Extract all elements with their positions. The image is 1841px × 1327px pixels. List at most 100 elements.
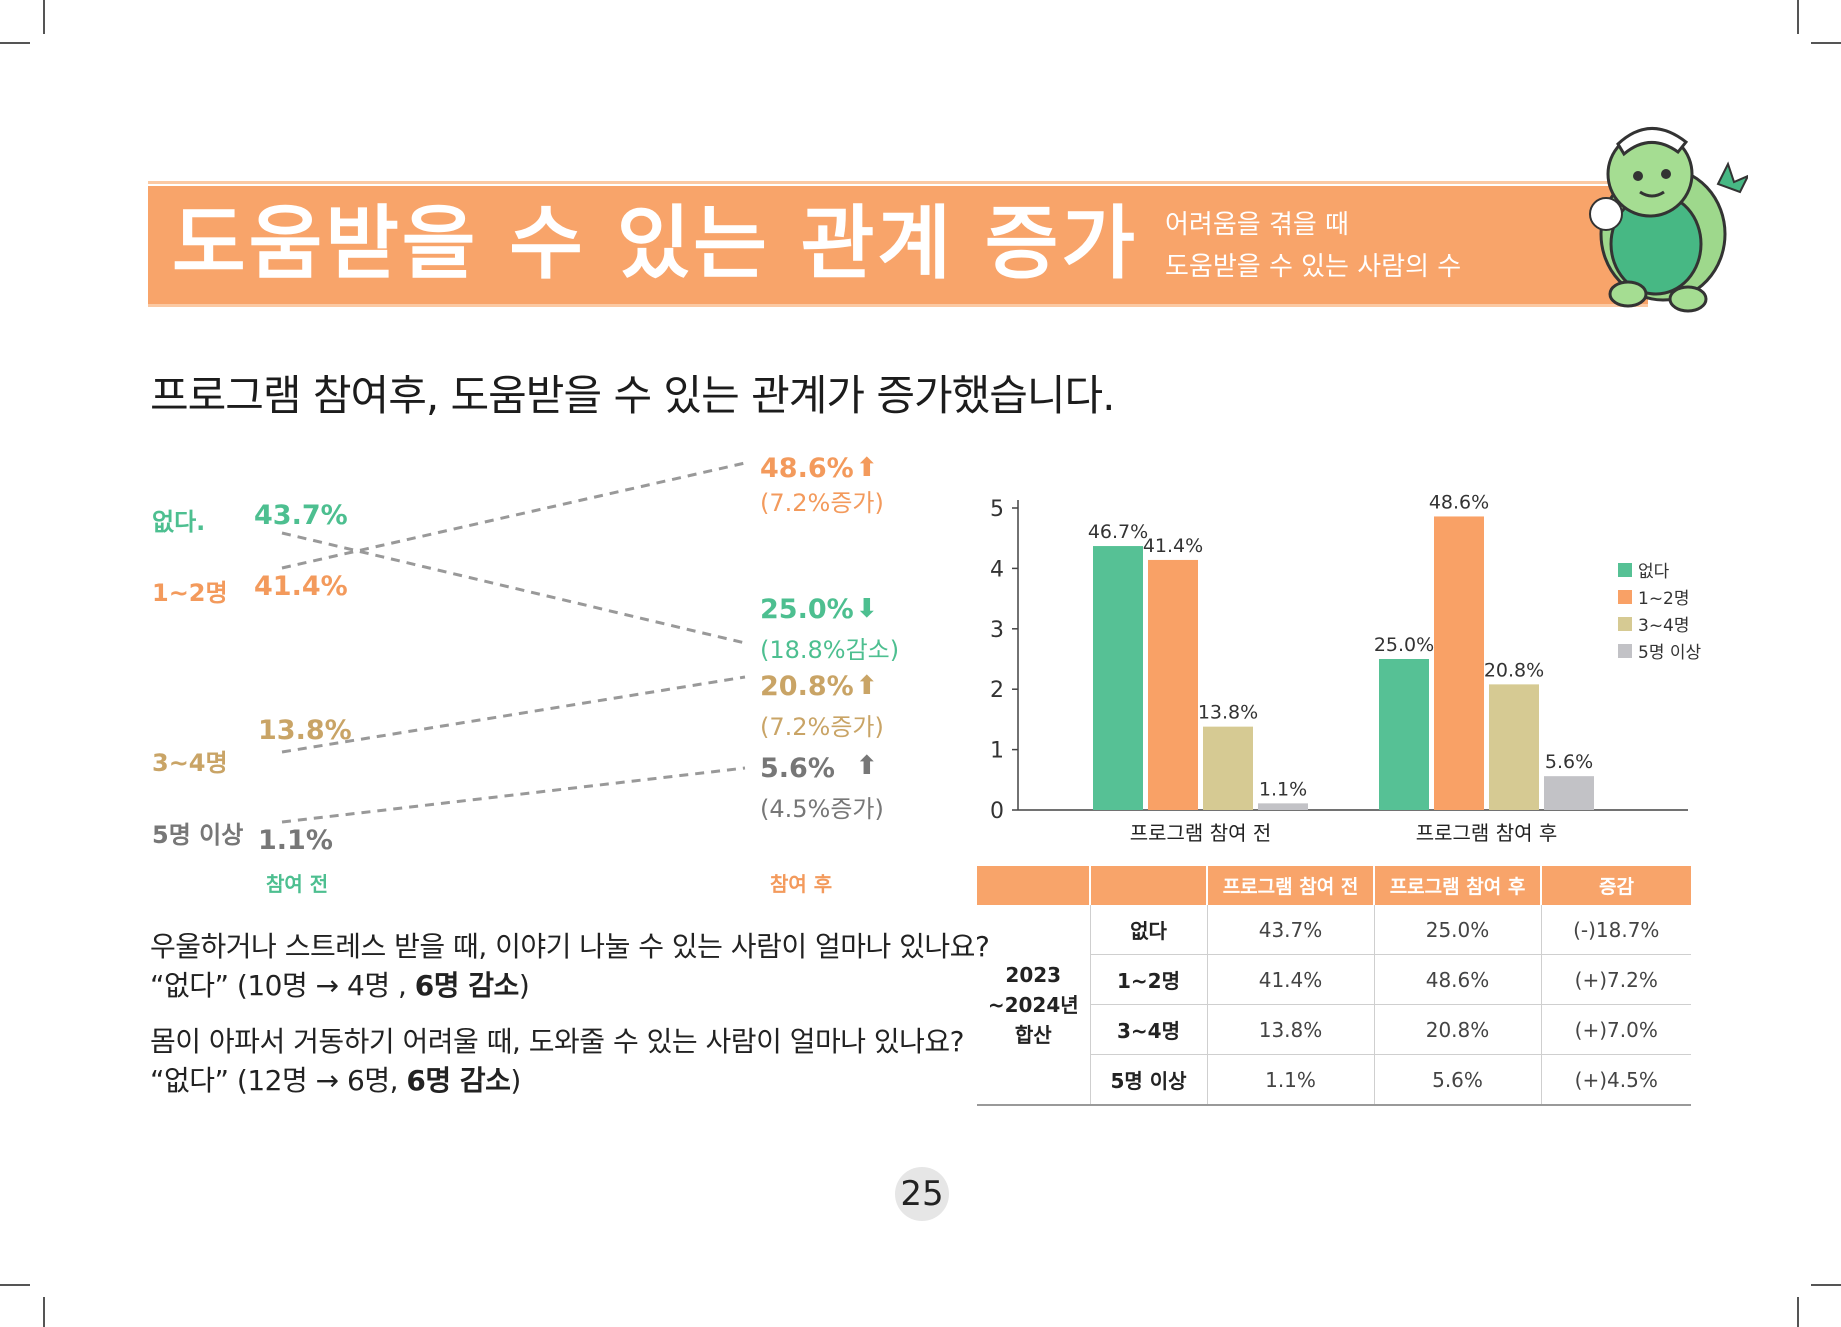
table-row-label: 1~2명 (1089, 954, 1207, 1005)
crop-mark (1811, 1284, 1841, 1286)
bar-data-label: 5.6% (1545, 751, 1593, 773)
table-cell-diff: (+)7.2% (1540, 954, 1691, 1005)
slope-after-1-2: 48.6% (760, 453, 854, 484)
answer-1-bold: 6명 감소 (414, 969, 520, 1002)
table-cell-diff: (+)4.5% (1540, 1054, 1691, 1106)
bar-data-label: 1.1% (1259, 778, 1307, 800)
bar-data-label: 20.8% (1484, 659, 1544, 681)
legend-swatch (1618, 589, 1632, 604)
table-row: 5명 이상 1.1% 5.6% (+)4.5% (977, 1054, 1691, 1106)
table-cell-before: 43.7% (1206, 905, 1374, 955)
headline: 프로그램 참여후, 도움받을 수 있는 관계가 증가했습니다. (150, 371, 1116, 420)
legend-item: 없다 (1618, 556, 1701, 583)
crop-mark (1797, 1297, 1799, 1327)
answer-1: “없다” (10명 → 4명 , 6명 감소) (150, 964, 530, 1004)
table-cell-diff: (-)18.7% (1540, 905, 1691, 955)
title-banner (148, 186, 1648, 304)
slope-category-none: 없다. (152, 508, 206, 536)
bar-data-label: 46.7% (1088, 521, 1148, 543)
table-cell-after: 25.0% (1373, 905, 1541, 955)
table-header-row: 프로그램 참여 전 프로그램 참여 후 증감 (977, 866, 1691, 905)
slope-before-none: 43.7% (254, 500, 348, 531)
chart-legend: 없다 1~2명 3~4명 5명 이상 (1618, 556, 1701, 664)
page-number: 25 (895, 1167, 949, 1221)
slope-change-5plus: (4.5%증가) (760, 795, 884, 823)
table-row: 1~2명 41.4% 48.6% (+)7.2% (977, 954, 1691, 1005)
table-cell-after: 48.6% (1373, 954, 1541, 1005)
bar (1258, 803, 1308, 810)
table-cell-before: 1.1% (1206, 1054, 1374, 1106)
slope-category-1-2: 1~2명 (152, 579, 228, 607)
table-header (1089, 866, 1207, 905)
answer-2-end: ) (510, 1064, 521, 1097)
turtle-mascot-illustration (1589, 127, 1748, 313)
slope-line-1-2 (281, 461, 746, 570)
answer-1-end: ) (518, 969, 530, 1002)
legend-item: 3~4명 (1618, 610, 1701, 637)
question-2: 몸이 아파서 거동하기 어려울 때, 도와줄 수 있는 사람이 얼마나 있나요? (150, 1025, 965, 1058)
slope-before-1-2: 41.4% (254, 571, 348, 602)
slope-category-5plus: 5명 이상 (152, 821, 244, 849)
table-row-label: 5명 이상 (1089, 1054, 1207, 1106)
bar (1544, 776, 1594, 810)
slope-change-1-2: (7.2%증가) (760, 489, 884, 517)
legend-swatch (1618, 562, 1632, 577)
bar (1434, 516, 1484, 810)
bar-chart: 0 1 2 3 4 5 46.7%41.4% 13.8% 1.1% 프로그램 참여 전 25.0% 4… (990, 491, 1688, 845)
slope-before-5plus: 1.1% (258, 825, 333, 856)
bar (1148, 559, 1198, 810)
bar-data-label: 41.4% (1143, 535, 1203, 557)
y-tick-label: 4 (990, 557, 1004, 582)
up-arrow-icon: ⬆ (856, 671, 878, 701)
banner-subtitle-line2: 도움받을 수 있는 사람의 수 (1165, 252, 1462, 282)
banner-top-line (148, 181, 1648, 184)
slope-after-axis-label: 참여 후 (770, 872, 833, 896)
table-header (977, 866, 1090, 905)
y-tick-label: 2 (990, 678, 1004, 703)
slope-chart-lines (281, 461, 746, 824)
banner-title: 도움받을 수 있는 관계 증가 (172, 197, 1139, 290)
table-cell-diff: (+)7.0% (1540, 1004, 1691, 1055)
crop-mark (0, 1284, 30, 1286)
slope-line-5plus (281, 766, 746, 824)
slope-after-5plus: 5.6% (760, 753, 835, 784)
bar-data-label: 25.0% (1374, 634, 1434, 656)
bar (1379, 659, 1429, 810)
legend-label: 5명 이상 (1638, 643, 1702, 663)
table-cell-after: 5.6% (1373, 1054, 1541, 1106)
slope-after-3-4: 20.8% (760, 671, 854, 702)
table-row-label: 3~4명 (1089, 1004, 1207, 1055)
table-group-line: 합산 (1014, 1022, 1052, 1047)
table-cell-after: 20.8% (1373, 1004, 1541, 1055)
table-header: 증감 (1540, 866, 1691, 905)
banner-bottom-line (148, 304, 1648, 307)
bar-data-label: 13.8% (1198, 702, 1258, 724)
table-row-label: 없다 (1089, 905, 1207, 955)
y-tick-label: 3 (990, 618, 1004, 643)
slope-category-3-4: 3~4명 (152, 749, 228, 777)
answer-2-text: “없다” (12명 → 6명, (150, 1064, 407, 1097)
table-header: 프로그램 참여 후 (1373, 866, 1541, 905)
crop-mark (43, 0, 45, 34)
legend-label: 3~4명 (1638, 616, 1690, 636)
bar (1093, 546, 1143, 810)
table-row: 3~4명 13.8% 20.8% (+)7.0% (977, 1004, 1691, 1055)
bar (1203, 726, 1253, 810)
down-arrow-icon: ⬇ (856, 594, 878, 624)
legend-item: 1~2명 (1618, 583, 1701, 610)
table-group-line: 2023 (1005, 962, 1062, 987)
slope-change-3-4: (7.2%증가) (760, 713, 884, 741)
bar (1489, 684, 1539, 810)
question-1: 우울하거나 스트레스 받을 때, 이야기 나눌 수 있는 사람이 얼마나 있나요… (150, 930, 990, 963)
slope-change-none: (18.8%감소) (760, 636, 900, 664)
crop-mark (1811, 42, 1841, 44)
legend-swatch (1618, 643, 1632, 658)
answer-2-bold: 6명 감소 (406, 1064, 511, 1097)
up-arrow-icon: ⬆ (856, 453, 878, 483)
slope-line-none (281, 531, 746, 645)
table-header: 프로그램 참여 전 (1206, 866, 1374, 905)
summary-table: 프로그램 참여 전 프로그램 참여 후 증감 2023 ~2024년 합산 없다… (977, 866, 1691, 1106)
crop-mark (1797, 0, 1799, 34)
legend-label: 없다 (1638, 562, 1670, 582)
y-tick-label: 0 (990, 799, 1004, 824)
